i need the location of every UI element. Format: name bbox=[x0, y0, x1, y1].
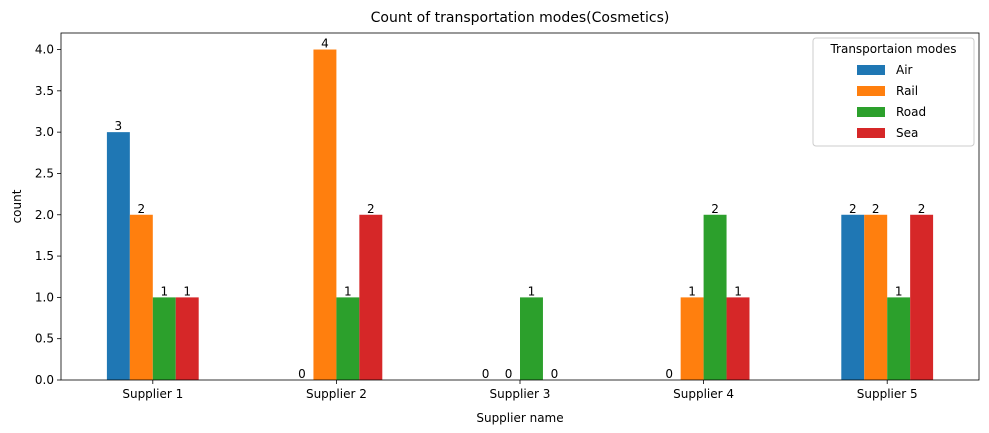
y-axis: 0.0 0.5 1.0 1.5 2.0 2.5 3.0 3.5 4.0 bbox=[35, 43, 61, 387]
bar-road-4 bbox=[703, 214, 727, 380]
data-label-sea-5: 2 bbox=[918, 202, 926, 216]
x-axis-label: Supplier name bbox=[476, 411, 563, 425]
data-label-rail-2: 4 bbox=[321, 37, 329, 51]
data-label-sea-4: 1 bbox=[734, 284, 742, 298]
bar-air-1 bbox=[106, 132, 130, 380]
bar-rail-5 bbox=[864, 214, 888, 380]
legend-label-rail: Rail bbox=[896, 84, 918, 98]
x-tick-label: Supplier 4 bbox=[673, 387, 734, 401]
legend-swatch-rail bbox=[857, 86, 885, 96]
data-label-sea-3: 0 bbox=[551, 367, 559, 381]
y-tick-label: 1.5 bbox=[35, 249, 54, 263]
data-label-rail-5: 2 bbox=[872, 202, 880, 216]
y-tick-label: 1.0 bbox=[35, 290, 54, 304]
bar-rail-4 bbox=[680, 297, 704, 380]
y-tick-label: 3.5 bbox=[35, 84, 54, 98]
chart-title: Count of transportation modes(Cosmetics) bbox=[371, 10, 670, 26]
legend-items: Air Rail Road Sea bbox=[857, 63, 926, 140]
bar-sea-5 bbox=[910, 214, 934, 380]
data-labels-group: 3 2 1 1 0 4 1 2 0 0 1 0 0 1 2 1 2 2 1 2 bbox=[115, 37, 926, 381]
bar-sea-1 bbox=[175, 297, 199, 380]
legend-swatch-air bbox=[857, 65, 885, 75]
bar-road-2 bbox=[336, 297, 360, 380]
data-label-rail-3: 0 bbox=[505, 367, 513, 381]
legend-label-air: Air bbox=[896, 63, 913, 77]
x-tick-label: Supplier 3 bbox=[490, 387, 551, 401]
data-label-air-3: 0 bbox=[482, 367, 490, 381]
legend-label-road: Road bbox=[896, 105, 926, 119]
y-tick-label: 0.5 bbox=[35, 332, 54, 346]
bar-air-5 bbox=[841, 214, 865, 380]
y-tick-label: 0.0 bbox=[35, 373, 54, 387]
data-label-sea-1: 1 bbox=[183, 284, 191, 298]
legend-swatch-road bbox=[857, 107, 885, 117]
legend-label-sea: Sea bbox=[896, 126, 918, 140]
legend-box bbox=[812, 37, 975, 147]
bars-group bbox=[106, 49, 934, 381]
y-tick-label: 4.0 bbox=[35, 43, 54, 57]
y-tick-label: 3.0 bbox=[35, 125, 54, 139]
y-axis-label: count bbox=[10, 189, 24, 223]
bar-road-1 bbox=[152, 297, 176, 380]
bar-rail-1 bbox=[129, 214, 153, 380]
data-label-road-5: 1 bbox=[895, 284, 903, 298]
data-label-air-2: 0 bbox=[298, 367, 306, 381]
data-label-rail-1: 2 bbox=[138, 202, 146, 216]
y-tick-label: 2.0 bbox=[35, 208, 54, 222]
bar-sea-4 bbox=[726, 297, 750, 380]
bar-sea-2 bbox=[359, 214, 383, 380]
data-label-road-3: 1 bbox=[528, 284, 536, 298]
x-axis: Supplier 1 Supplier 2 Supplier 3 Supplier 4… bbox=[122, 380, 918, 401]
data-label-air-5: 2 bbox=[849, 202, 857, 216]
data-label-road-2: 1 bbox=[344, 284, 352, 298]
y-tick-label: 2.5 bbox=[35, 166, 54, 180]
legend-swatch-sea bbox=[857, 128, 885, 138]
data-label-air-1: 3 bbox=[115, 119, 123, 133]
data-label-sea-2: 2 bbox=[367, 202, 375, 216]
data-label-road-4: 2 bbox=[711, 202, 719, 216]
x-tick-label: Supplier 1 bbox=[122, 387, 183, 401]
bar-road-3 bbox=[520, 297, 543, 380]
legend: Transportaion modes Air Rail Road Sea bbox=[812, 37, 975, 147]
x-tick-label: Supplier 2 bbox=[306, 387, 367, 401]
legend-title: Transportaion modes bbox=[829, 42, 956, 56]
bar-rail-2 bbox=[313, 49, 337, 381]
x-tick-label: Supplier 5 bbox=[857, 387, 918, 401]
plot-frame bbox=[60, 32, 980, 381]
data-label-air-4: 0 bbox=[665, 367, 673, 381]
bar-road-5 bbox=[887, 297, 911, 380]
data-label-rail-4: 1 bbox=[688, 284, 696, 298]
data-label-road-1: 1 bbox=[160, 284, 168, 298]
